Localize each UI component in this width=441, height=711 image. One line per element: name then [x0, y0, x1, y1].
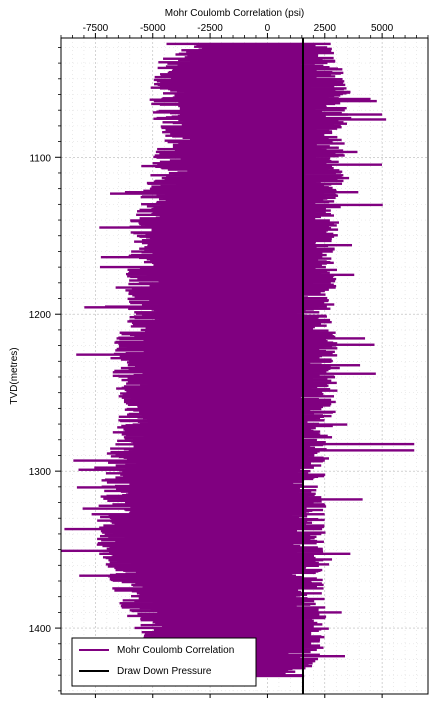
x-axis-title: Mohr Coulomb Correlation (psi): [165, 8, 305, 19]
correlation-bar-spike: [221, 81, 344, 85]
y-tick-label: 1100: [29, 153, 51, 164]
correlation-bar-spike: [106, 452, 222, 455]
correlation-bar-spike: [221, 384, 328, 388]
correlation-bar-spike: [221, 113, 383, 116]
x-tick-label: -2500: [197, 23, 223, 34]
x-tick-label: 2500: [314, 23, 337, 34]
legend-label-correlation: Mohr Coulomb Correlation: [117, 645, 234, 656]
correlation-bar-spike: [221, 442, 415, 446]
x-tick-label: 0: [265, 23, 271, 34]
x-tick-label: -7500: [83, 23, 109, 34]
y-tick-label: 1200: [29, 310, 52, 321]
legend-label-draw-down: Draw Down Pressure: [117, 666, 212, 677]
axes: -7500 -5000 -2500 0 2500 5000 1100 1200 1300 1400: [29, 23, 429, 698]
legend-box: [71, 637, 257, 687]
correlation-bar-spike: [221, 449, 415, 452]
y-tick-label: 1300: [29, 467, 52, 478]
x-tick-label: 5000: [371, 23, 394, 34]
legend: Mohr Coulomb Correlation Draw Down Press…: [71, 637, 257, 687]
correlation-bar-spike: [61, 549, 222, 553]
x-tick-label: -5000: [140, 23, 166, 34]
correlation-bars: [61, 42, 415, 678]
y-tick-label: 1400: [29, 624, 52, 635]
y-axis-title: TVD(metres): [9, 347, 20, 404]
